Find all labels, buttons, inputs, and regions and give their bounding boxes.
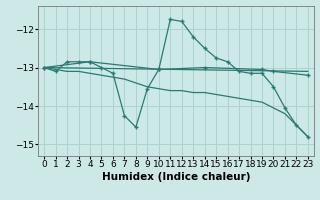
X-axis label: Humidex (Indice chaleur): Humidex (Indice chaleur) (102, 172, 250, 182)
